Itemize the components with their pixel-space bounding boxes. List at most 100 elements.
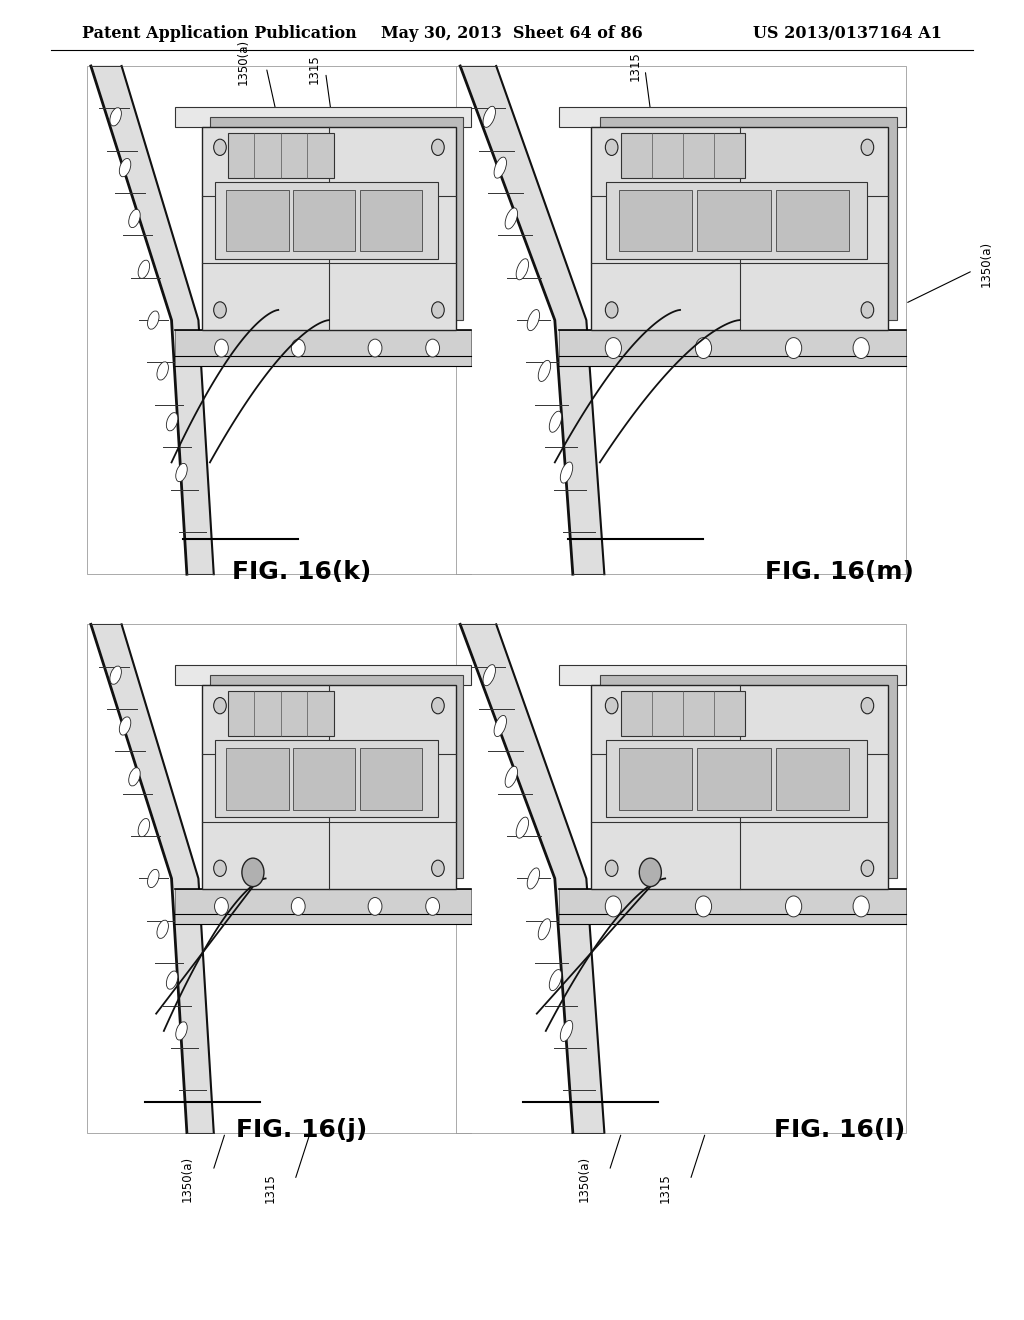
Bar <box>210 116 463 321</box>
Ellipse shape <box>110 667 122 684</box>
Bar <box>621 133 745 178</box>
Circle shape <box>426 898 439 915</box>
Circle shape <box>695 338 712 359</box>
Circle shape <box>605 139 617 156</box>
Bar <box>591 685 888 888</box>
Text: 1315: 1315 <box>629 51 641 81</box>
Bar <box>606 182 867 259</box>
Circle shape <box>214 139 226 156</box>
Ellipse shape <box>527 310 540 330</box>
Text: US 2013/0137164 A1: US 2013/0137164 A1 <box>753 25 942 42</box>
Polygon shape <box>91 624 214 1133</box>
Ellipse shape <box>110 108 122 125</box>
Bar <box>621 692 745 737</box>
Ellipse shape <box>560 1020 572 1041</box>
Circle shape <box>853 896 869 917</box>
Bar <box>776 190 849 251</box>
Ellipse shape <box>539 919 551 940</box>
Text: FIG. 16(l): FIG. 16(l) <box>774 1118 905 1142</box>
Ellipse shape <box>516 817 528 838</box>
Circle shape <box>214 697 226 714</box>
Bar <box>203 685 456 888</box>
Ellipse shape <box>157 920 168 939</box>
Text: 1350(a): 1350(a) <box>237 40 249 84</box>
Bar <box>559 888 906 924</box>
Text: Patent Application Publication: Patent Application Publication <box>82 25 356 42</box>
Ellipse shape <box>129 768 140 785</box>
Text: FIG. 16(m): FIG. 16(m) <box>765 560 914 583</box>
Bar <box>697 748 771 809</box>
Ellipse shape <box>157 362 168 380</box>
Circle shape <box>861 139 873 156</box>
Ellipse shape <box>166 972 178 989</box>
Text: 1350(a): 1350(a) <box>578 1156 590 1201</box>
Bar <box>175 665 471 685</box>
Ellipse shape <box>549 412 562 432</box>
Circle shape <box>861 302 873 318</box>
Bar <box>600 676 897 879</box>
Bar <box>215 182 438 259</box>
Bar <box>591 127 888 330</box>
Ellipse shape <box>138 818 150 837</box>
Ellipse shape <box>147 870 159 887</box>
Bar <box>456 624 906 1133</box>
Ellipse shape <box>494 715 507 737</box>
Text: 1350(a): 1350(a) <box>181 1156 194 1201</box>
Ellipse shape <box>505 209 517 228</box>
Bar <box>175 888 471 924</box>
Ellipse shape <box>527 869 540 888</box>
Bar <box>359 748 422 809</box>
Circle shape <box>292 898 305 915</box>
Circle shape <box>785 338 802 359</box>
Text: 1350(a): 1350(a) <box>980 242 992 286</box>
Bar <box>87 624 471 1133</box>
Bar <box>227 692 334 737</box>
Ellipse shape <box>176 463 187 482</box>
Bar <box>87 66 471 574</box>
Bar <box>215 741 438 817</box>
Circle shape <box>695 896 712 917</box>
Circle shape <box>861 697 873 714</box>
Ellipse shape <box>505 767 517 787</box>
Ellipse shape <box>166 413 178 430</box>
Circle shape <box>214 861 226 876</box>
Bar <box>618 190 692 251</box>
Circle shape <box>214 302 226 318</box>
Polygon shape <box>460 66 604 574</box>
Circle shape <box>639 858 662 887</box>
Circle shape <box>426 339 439 356</box>
Text: 1315: 1315 <box>264 1173 276 1203</box>
Circle shape <box>861 861 873 876</box>
Circle shape <box>369 898 382 915</box>
Bar <box>203 127 456 330</box>
Circle shape <box>605 861 617 876</box>
Bar <box>776 748 849 809</box>
Circle shape <box>215 898 228 915</box>
Circle shape <box>605 302 617 318</box>
Bar <box>226 748 289 809</box>
Circle shape <box>215 339 228 356</box>
Bar <box>559 330 906 366</box>
Bar <box>175 330 471 366</box>
Bar <box>293 748 355 809</box>
Bar <box>618 748 692 809</box>
Ellipse shape <box>560 462 572 483</box>
Circle shape <box>605 338 622 359</box>
Bar <box>697 190 771 251</box>
Ellipse shape <box>539 360 551 381</box>
Bar <box>600 116 897 321</box>
Ellipse shape <box>483 665 496 685</box>
Ellipse shape <box>483 107 496 127</box>
Bar <box>606 741 867 817</box>
Circle shape <box>369 339 382 356</box>
Ellipse shape <box>549 970 562 990</box>
Ellipse shape <box>129 210 140 227</box>
Bar <box>359 190 422 251</box>
Circle shape <box>853 338 869 359</box>
Circle shape <box>785 896 802 917</box>
Ellipse shape <box>147 312 159 329</box>
Circle shape <box>242 858 264 887</box>
Text: FIG. 16(j): FIG. 16(j) <box>237 1118 368 1142</box>
Bar <box>456 66 906 574</box>
Bar <box>559 665 906 685</box>
